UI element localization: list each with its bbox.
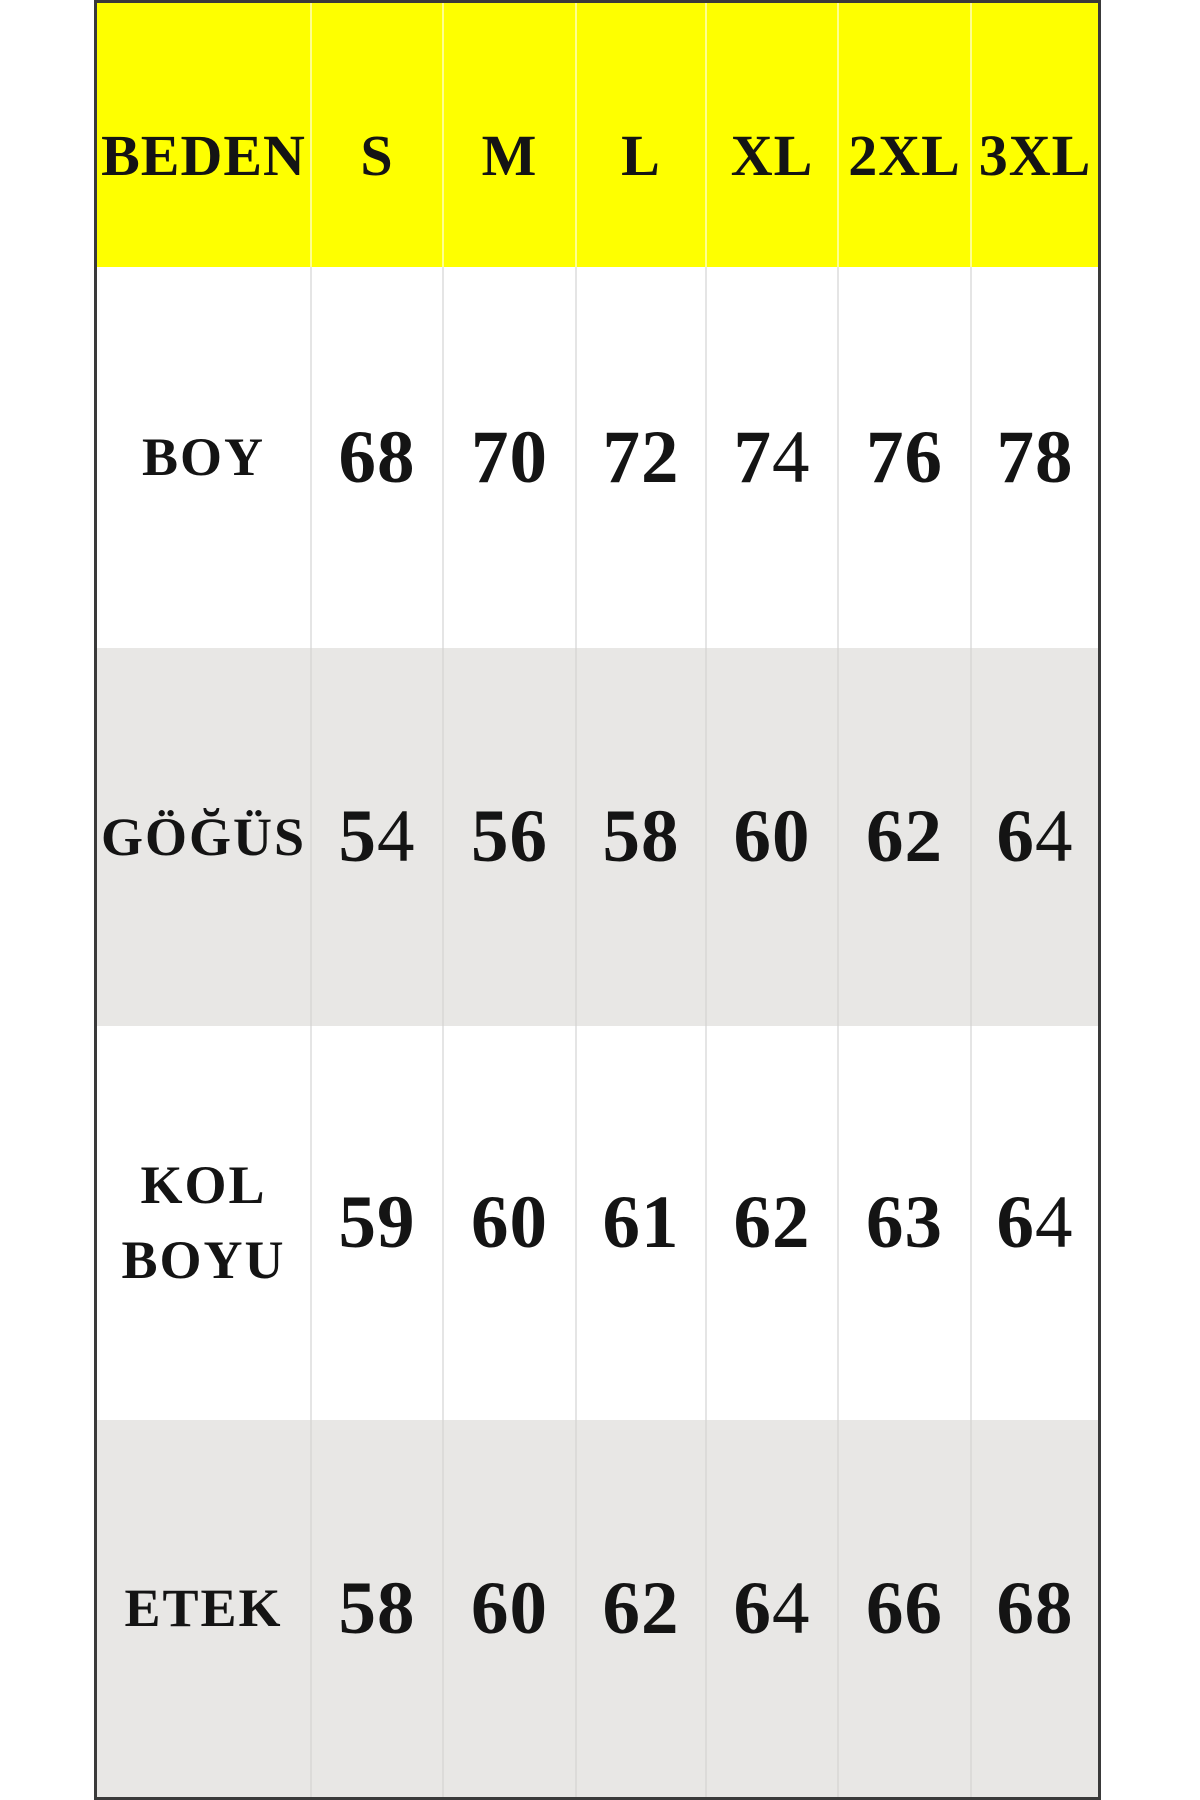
cell-kol-s: 59 <box>310 1026 442 1420</box>
row-label-etek: ETEK <box>124 1578 283 1639</box>
row-label-kol-boyu: KOL BOYU <box>121 1155 286 1290</box>
col-header-l: L <box>575 3 705 267</box>
cell-kol-2xl: 63 <box>837 1026 970 1420</box>
cell-boy-l: 72 <box>575 267 705 648</box>
cell-boy-m: 70 <box>442 267 575 648</box>
cell-gogus-l: 58 <box>575 648 705 1026</box>
col-header-2xl: 2XL <box>837 3 970 267</box>
cell-gogus-m: 56 <box>442 648 575 1026</box>
row-label-gogus: GÖĞÜS <box>100 806 307 867</box>
header-row: BEDEN S M L XL 2XL 3XL <box>97 3 1098 267</box>
cell-kol-m: 60 <box>442 1026 575 1420</box>
cell-kol-xl: 62 <box>705 1026 837 1420</box>
cell-etek-3xl: 68 <box>970 1420 1098 1797</box>
col-header-beden: BEDEN <box>101 122 306 188</box>
cell-gogus-xl: 60 <box>705 648 837 1026</box>
col-header-3xl: 3XL <box>970 3 1098 267</box>
cell-boy-s: 68 <box>310 267 442 648</box>
cell-kol-l: 61 <box>575 1026 705 1420</box>
cell-boy-2xl: 76 <box>837 267 970 648</box>
col-header-s: S <box>310 3 442 267</box>
cell-gogus-2xl: 62 <box>837 648 970 1026</box>
cell-etek-m: 60 <box>442 1420 575 1797</box>
col-header-m: M <box>442 3 575 267</box>
cell-boy-3xl: 78 <box>970 267 1098 648</box>
row-label-boy: BOY <box>141 427 266 488</box>
cell-etek-s: 58 <box>310 1420 442 1797</box>
col-header-xl: XL <box>705 3 837 267</box>
cell-etek-2xl: 66 <box>837 1420 970 1797</box>
cell-etek-l: 62 <box>575 1420 705 1797</box>
